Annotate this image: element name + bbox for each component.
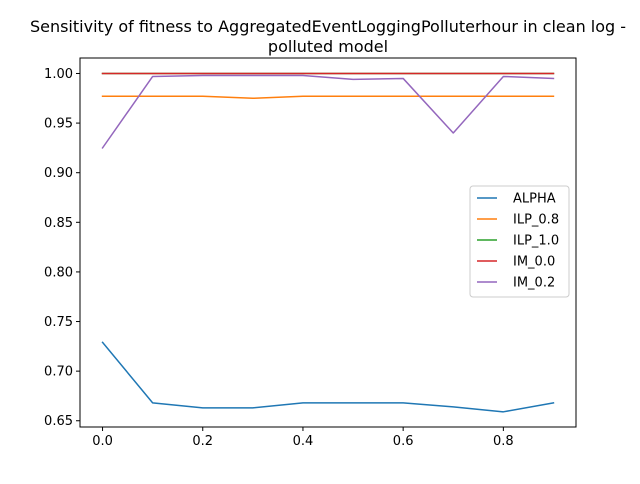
x-tick-label: 0.6	[393, 434, 414, 449]
x-tick-label: 0.4	[293, 434, 314, 449]
axes-frame	[79, 57, 577, 428]
y-tick-label: 0.95	[44, 117, 73, 132]
legend-box	[469, 185, 570, 298]
y-tick-label: 0.75	[44, 315, 73, 330]
y-tick-label: 0.90	[44, 166, 73, 181]
legend-label: IM_0.0	[513, 255, 555, 270]
x-tick-label: 0.0	[92, 434, 113, 449]
legend-label: ILP_0.8	[513, 213, 559, 228]
series-line-ilp-0-8	[101, 95, 555, 100]
plot-area: 0.0 0.2 0.4 0.6 0.8 0.65 0.70 0.75 0.80 0.85 0.90 0…	[44, 67, 555, 449]
series-line-alpha	[101, 341, 555, 413]
series-line-im-0-2	[101, 74, 555, 149]
x-tick-label: 0.8	[493, 434, 514, 449]
legend: ALPHA ILP_0.8 ILP_1.0 IM_0.0 IM_0.2	[469, 185, 570, 298]
y-tick-label: 0.85	[44, 216, 73, 231]
legend-label: ALPHA	[513, 192, 556, 207]
y-tick-label: 0.65	[44, 414, 73, 429]
legend-label: IM_0.2	[513, 276, 555, 291]
y-tick-label: 0.70	[44, 365, 73, 380]
legend-label: ILP_1.0	[513, 234, 559, 249]
chart-title-line-2: polluted model	[268, 37, 388, 56]
y-tick-label: 1.00	[44, 67, 73, 82]
x-tick-label: 0.2	[192, 434, 213, 449]
chart-title-line-1: Sensitivity of fitness to AggregatedEven…	[30, 17, 626, 36]
y-tick-label: 0.80	[44, 265, 73, 280]
